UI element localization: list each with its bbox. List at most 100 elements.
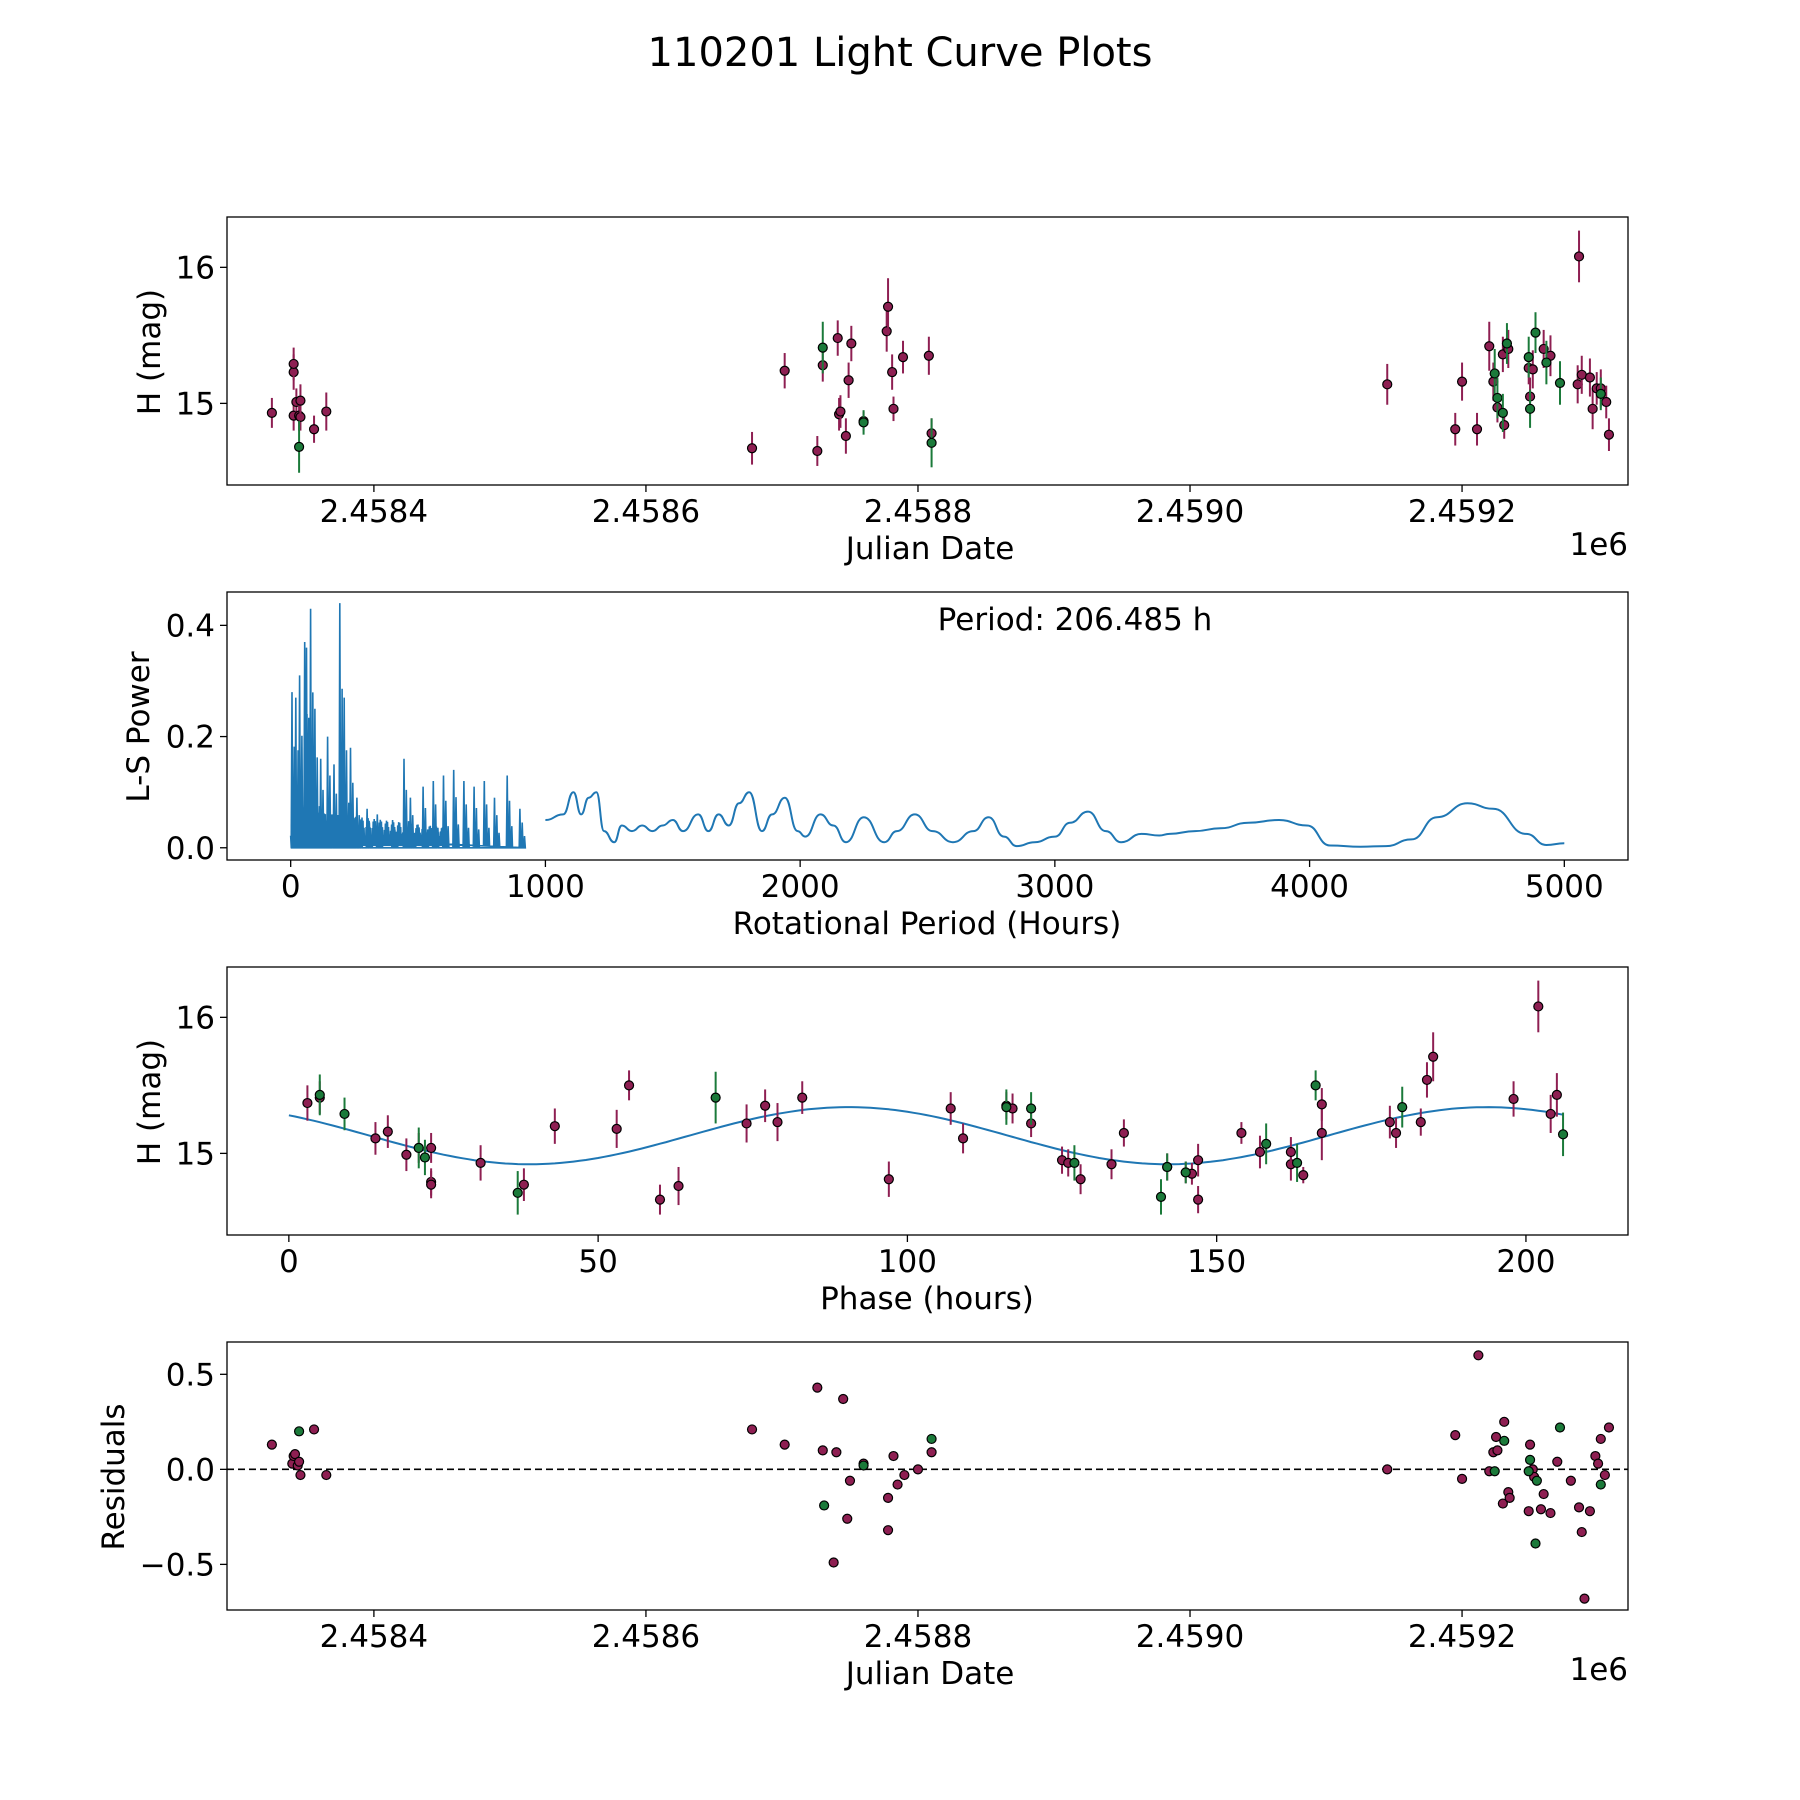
lightcurve-xlabel: Julian Date — [844, 531, 1015, 567]
residual-point — [1535, 1504, 1547, 1515]
phased-point — [1254, 1146, 1266, 1158]
residuals-xtick-label: 2.4590 — [1136, 1619, 1244, 1655]
phased-point — [1001, 1102, 1012, 1113]
periodogram-ytick-label: 0.4 — [166, 608, 215, 644]
phased-point — [1193, 1155, 1204, 1166]
residual-point — [819, 1500, 830, 1511]
residual-point — [1490, 1431, 1502, 1443]
residual-point — [1538, 1488, 1549, 1500]
lightcurve-point — [1530, 327, 1541, 338]
phased-point — [673, 1180, 684, 1192]
phased-point — [413, 1142, 424, 1154]
residual-point — [1497, 1498, 1508, 1509]
phased-point — [883, 1174, 894, 1185]
lightcurve-point — [746, 443, 758, 454]
phased-point — [945, 1103, 956, 1114]
residual-point — [1603, 1422, 1615, 1433]
residual-point — [1450, 1430, 1461, 1441]
phased-point — [1390, 1127, 1402, 1139]
phased-point — [1545, 1108, 1556, 1120]
residual-point — [1456, 1473, 1468, 1484]
lightcurve-point — [858, 417, 869, 428]
lightcurve-point — [1595, 388, 1606, 399]
phased-point — [1298, 1170, 1309, 1181]
phased-point — [1026, 1103, 1037, 1114]
lightcurve-point — [1492, 392, 1503, 404]
periodogram-xtick-label: 5000 — [1525, 869, 1604, 905]
phased-point — [549, 1121, 560, 1132]
phased-xtick-label: 50 — [578, 1244, 617, 1280]
figure-title: 110201 Light Curve Plots — [648, 30, 1153, 76]
lightcurve-point — [1450, 424, 1461, 435]
phased-point — [1428, 1051, 1439, 1062]
phased-xtick-label: 200 — [1496, 1244, 1555, 1280]
periodogram-xtick-label: 0 — [281, 869, 301, 905]
residual-point — [1499, 1435, 1510, 1446]
phased-point — [426, 1179, 437, 1190]
residual-point — [828, 1557, 839, 1568]
residual-point — [1382, 1464, 1393, 1475]
residual-point — [321, 1469, 332, 1481]
residuals-frame — [226, 1341, 1629, 1611]
residual-point — [1473, 1350, 1484, 1361]
lightcurve-panel: Julian Date 1e6 H (mag) 2.4584 2.4586 2.45… — [132, 216, 1629, 567]
phased-point — [1106, 1159, 1117, 1170]
residual-point — [1584, 1506, 1596, 1517]
residual-point — [746, 1424, 758, 1435]
residual-point — [912, 1464, 924, 1475]
lightcurve-point — [1603, 429, 1615, 440]
lightcurve-point — [835, 406, 846, 417]
phased-point — [382, 1126, 393, 1137]
lightcurve-point — [1499, 420, 1510, 431]
lightcurve-point — [888, 403, 899, 414]
lightcurve-xtick-label: 2.4584 — [320, 494, 428, 530]
lightcurve-point — [1523, 352, 1534, 363]
phased-xlabel: Phase (hours) — [820, 1281, 1034, 1317]
phased-point — [302, 1097, 313, 1109]
phased-point — [339, 1108, 350, 1120]
lightcurve-point — [308, 424, 320, 435]
phased-point — [1075, 1174, 1086, 1185]
residual-point — [831, 1447, 842, 1458]
lightcurve-point — [293, 441, 305, 453]
lightcurve-point — [1524, 403, 1536, 414]
lightcurve-point — [266, 407, 277, 418]
phased-point — [1316, 1127, 1327, 1139]
residual-point — [289, 1449, 301, 1460]
lightcurve-point — [1554, 377, 1566, 389]
residual-point — [1489, 1466, 1500, 1477]
lightcurve-ytick-label: 15 — [176, 386, 215, 422]
phased-point — [1551, 1089, 1562, 1100]
phased-ytick-label: 16 — [176, 1000, 215, 1036]
phased-point — [1384, 1116, 1395, 1128]
phased-point — [1069, 1157, 1080, 1168]
phased-point — [475, 1157, 486, 1168]
residuals-ytick-label: 0.0 — [166, 1452, 215, 1488]
lightcurve-point — [1541, 357, 1552, 368]
residual-point — [926, 1447, 937, 1458]
phased-xtick-label: 100 — [878, 1244, 937, 1280]
phased-point — [370, 1133, 381, 1144]
residual-point — [1565, 1475, 1576, 1486]
residual-point — [1573, 1502, 1585, 1513]
residuals-xtick-label: 2.4592 — [1408, 1619, 1516, 1655]
residual-point — [858, 1460, 869, 1471]
phased-xtick-label: 150 — [1187, 1244, 1246, 1280]
phased-point — [1316, 1099, 1327, 1110]
periodogram-frame — [226, 591, 1629, 861]
phased-point — [512, 1187, 523, 1198]
residual-point — [844, 1475, 856, 1486]
residuals-ytick-label: −0.5 — [140, 1547, 215, 1583]
phased-point — [654, 1194, 666, 1205]
residual-point — [1504, 1492, 1515, 1503]
residual-point — [1579, 1593, 1590, 1604]
residual-point — [1492, 1445, 1503, 1456]
fit-curve — [288, 1106, 1564, 1166]
phased-point — [957, 1133, 969, 1144]
phased-point — [1236, 1127, 1247, 1139]
period-annotation: Period: 206.485 h — [938, 602, 1213, 638]
lightcurve-point — [295, 395, 306, 406]
phased-point — [760, 1100, 771, 1111]
residual-point — [295, 1469, 306, 1481]
lightcurve-offset-label: 1e6 — [1569, 527, 1628, 563]
